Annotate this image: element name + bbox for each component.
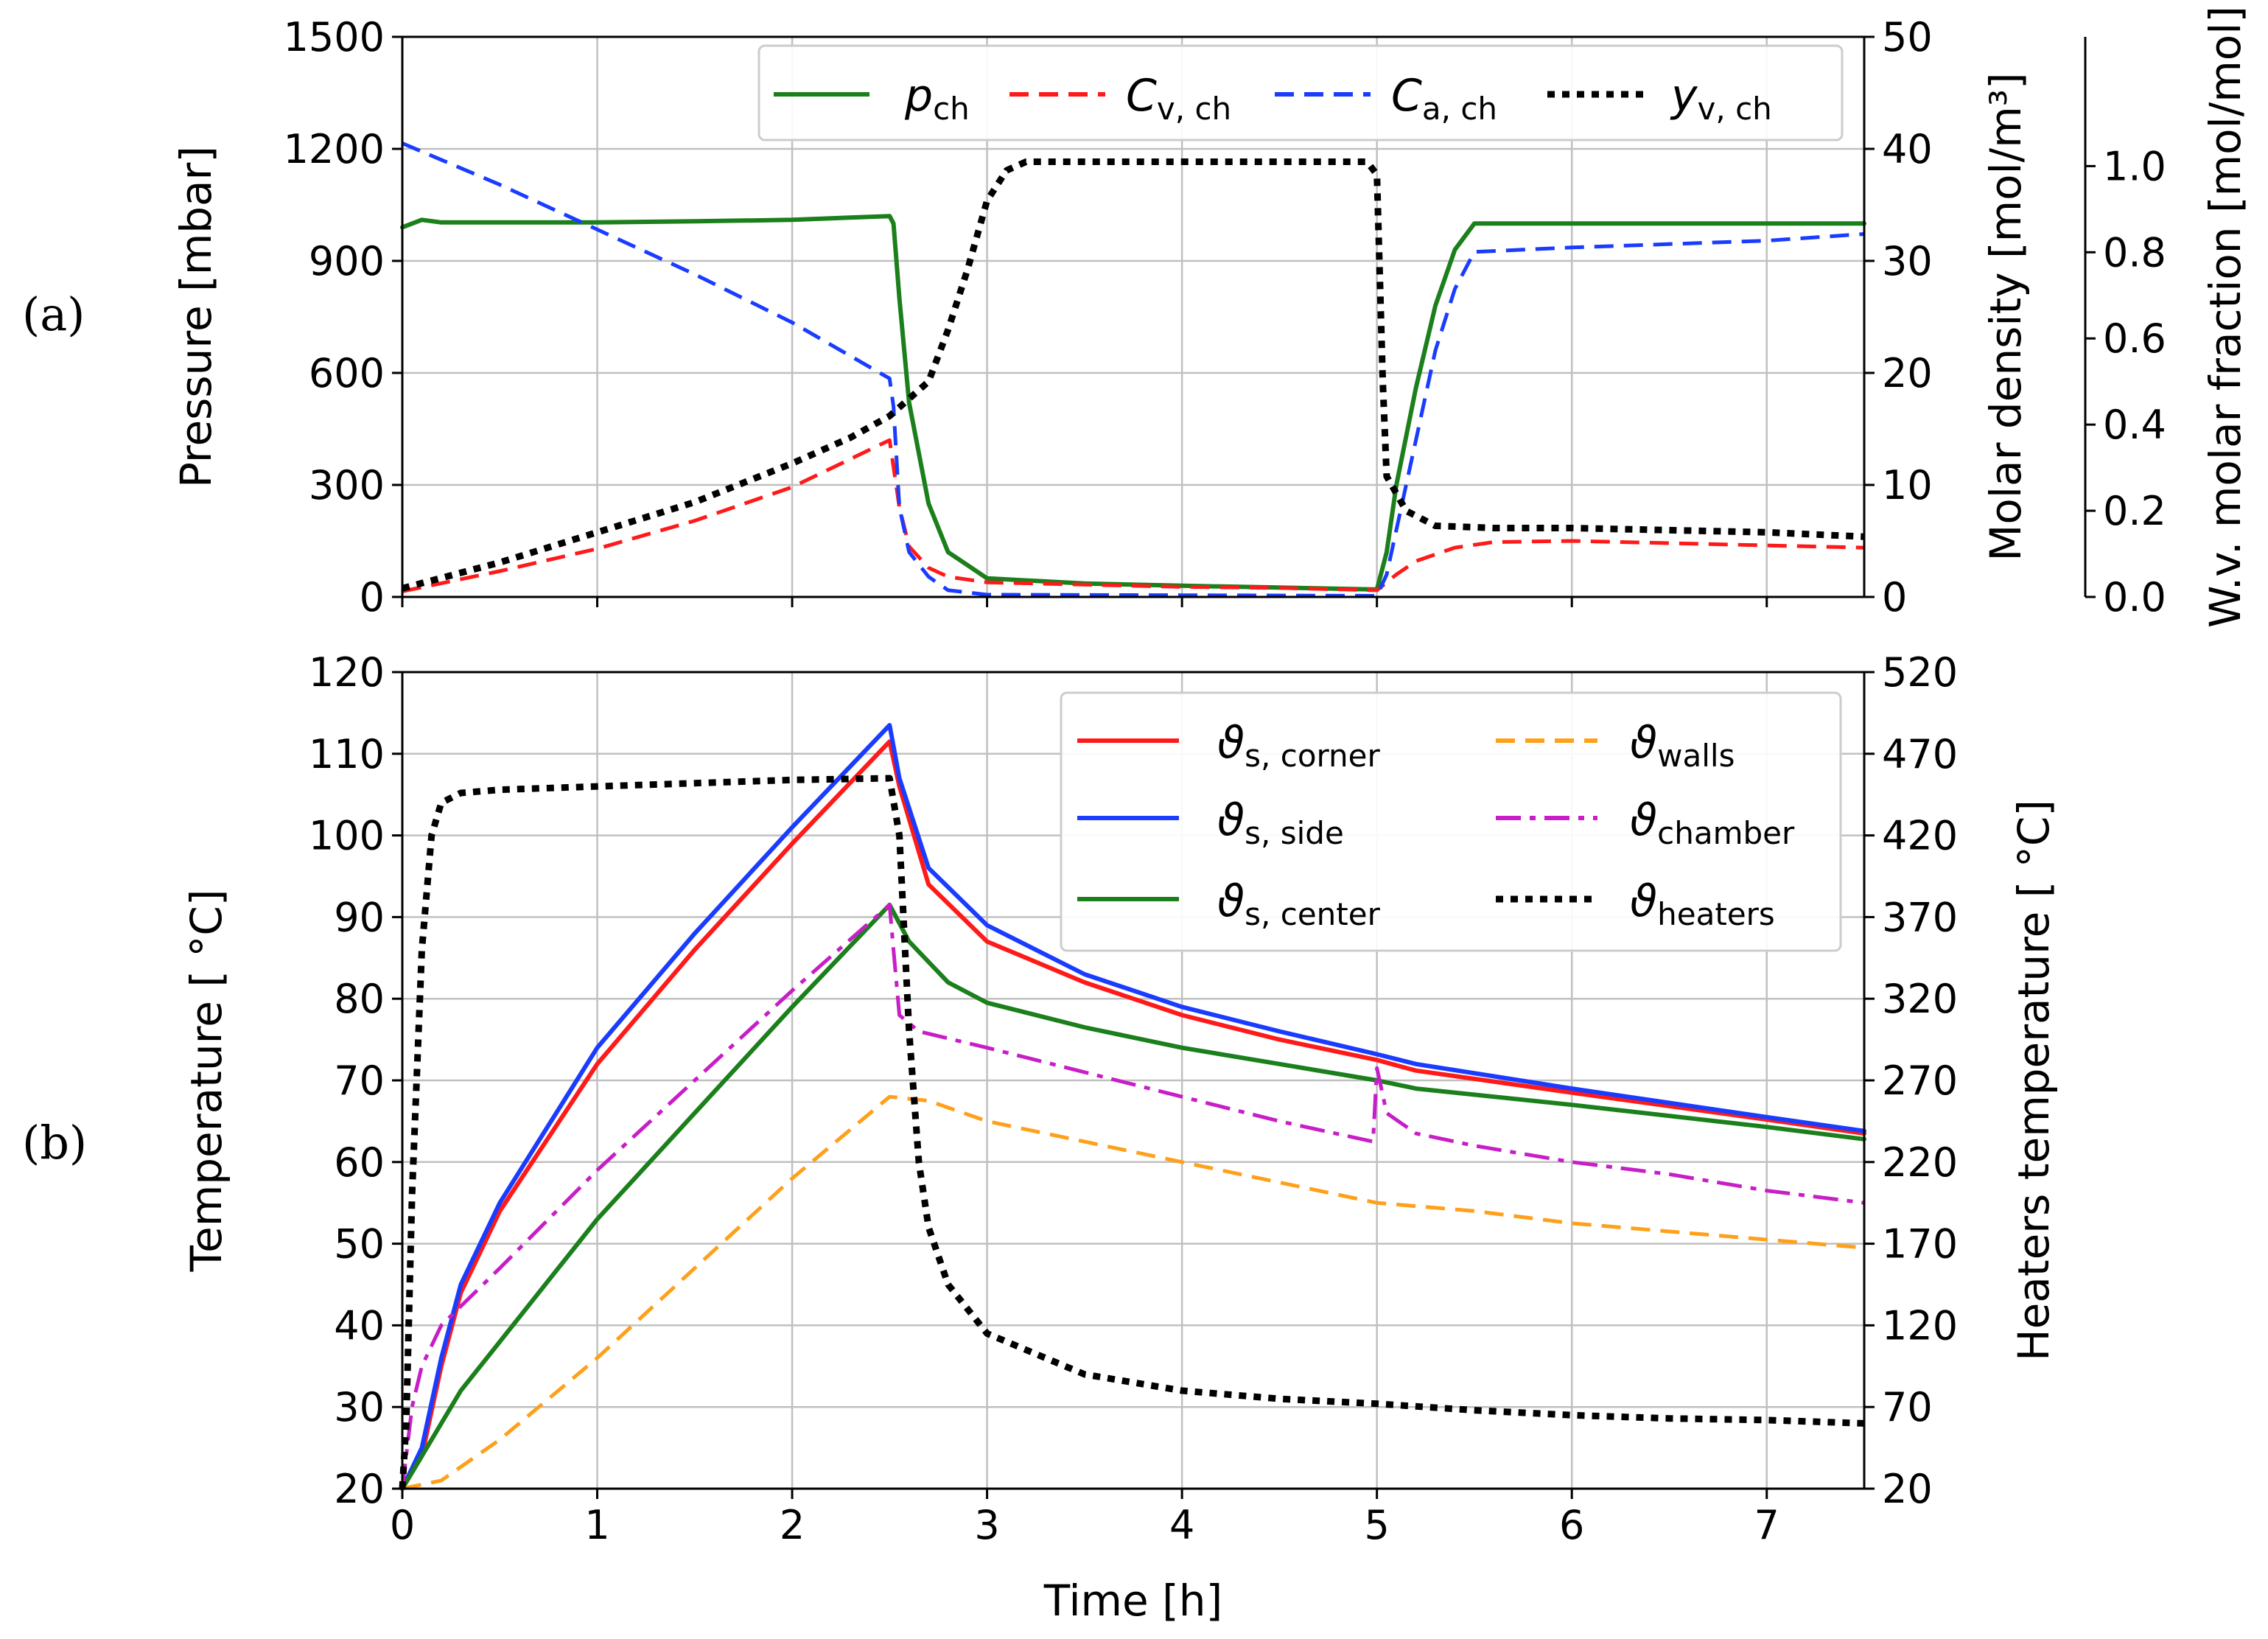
b-series-line-s-corner [400, 739, 1866, 1491]
a-second-right-axis-ticks: 0.0 0.2 0.4 0.6 0.8 1.0 [2085, 143, 2166, 621]
b-left-axis-label: Temperature [ °C] [181, 889, 231, 1272]
x-tick-label: 1 [584, 1502, 609, 1548]
x-tick-label: 4 [1169, 1502, 1194, 1548]
b-legend-label-chamber: ϑchamber [1630, 794, 1795, 851]
b-legend-label-corner: ϑs, corner [1217, 717, 1381, 774]
a-right2-tick-label: 0.6 [2103, 315, 2166, 362]
b-left-tick-label: 50 [334, 1221, 385, 1268]
a-series-line-ch [400, 214, 1866, 592]
a-right2-tick-label: 0.2 [2103, 488, 2166, 534]
b-left-tick-label: 90 [334, 894, 385, 940]
a-right2-tick-label: 0.4 [2103, 402, 2166, 448]
a-right1-tick-label: 50 [1882, 14, 1933, 60]
a-right1-tick-label: 10 [1882, 462, 1933, 509]
a-left-tick-label: 900 [309, 238, 385, 284]
b-right-tick-label: 470 [1882, 731, 1958, 777]
a-left-tick-label: 600 [309, 350, 385, 396]
b-legend: ϑs, corner ϑs, side ϑs, center ϑwalls ϑc… [1060, 691, 1842, 952]
b-right-axis-label: Heaters temperature [ °C] [2009, 800, 2059, 1361]
x-tick-label: 2 [780, 1502, 805, 1548]
a-legend: pch Cv, ch Ca, ch yv, ch [757, 44, 1844, 141]
a-right2-tick-label: 1.0 [2103, 143, 2166, 189]
b-right-tick-label: 370 [1882, 894, 1958, 940]
b-series-line-walls [402, 1094, 1865, 1491]
b-legend-label-center: ϑs, center [1217, 876, 1381, 932]
b-legend-label-walls: ϑwalls [1630, 717, 1735, 774]
a-left-axis-label: Pressure [mbar] [171, 146, 221, 488]
b-left-tick-label: 80 [334, 976, 385, 1022]
b-x-ticks: 0 1 2 3 4 5 6 7 [390, 1489, 1779, 1548]
x-axis-label: Time [h] [1043, 1576, 1222, 1626]
a-x-ticks [401, 597, 1768, 607]
a-left-tick-label: 300 [309, 462, 385, 509]
b-left-tick-label: 100 [309, 813, 385, 859]
b-right-axis-ticks: 20 70 120 170 220 270 320 370 420 470 520 [1864, 649, 1958, 1512]
b-left-tick-label: 60 [334, 1139, 385, 1186]
a-plot-frame [401, 35, 1866, 598]
a-right1-tick-label: 40 [1882, 126, 1933, 172]
b-left-tick-label: 120 [309, 649, 385, 696]
a-right1-tick-label: 30 [1882, 238, 1933, 284]
b-right-tick-label: 20 [1882, 1466, 1933, 1512]
a-left-tick-label: 0 [360, 574, 385, 621]
a-right-axis-label: Molar density [mol/m³] [1981, 72, 2031, 561]
a-right2-tick-label: 0.0 [2103, 574, 2166, 621]
x-tick-label: 6 [1559, 1502, 1584, 1548]
b-right-tick-label: 170 [1882, 1221, 1958, 1268]
b-left-tick-label: 40 [334, 1302, 385, 1349]
b-legend-label-heaters: ϑheaters [1630, 876, 1775, 932]
a-legend-label-yv: yv, ch [1670, 70, 1772, 127]
b-series-group [399, 723, 1866, 1491]
a-left-tick-label: 1200 [284, 126, 385, 172]
a-legend-label-cv: Cv, ch [1126, 70, 1231, 127]
x-tick-label: 5 [1364, 1502, 1389, 1548]
panel-label-b: (b) [22, 1116, 87, 1170]
a-series-group [400, 141, 1866, 598]
a-legend-label-p: pch [904, 70, 970, 127]
b-right-tick-label: 220 [1882, 1139, 1958, 1186]
b-right-tick-label: 270 [1882, 1058, 1958, 1104]
b-left-tick-label: 20 [334, 1466, 385, 1512]
b-right-tick-label: 120 [1882, 1302, 1958, 1349]
a-right1-tick-label: 0 [1882, 574, 1907, 621]
panel-b-chart: 0 1 2 3 4 5 6 7 20 30 40 50 60 70 80 90 100 110 120 20 70 1… [181, 649, 2059, 1626]
b-legend-label-side: ϑs, side [1217, 794, 1344, 851]
b-left-tick-label: 70 [334, 1058, 385, 1104]
x-tick-label: 0 [390, 1502, 415, 1548]
a-second-right-axis-label: W.v. molar fraction [mol/mol] [2200, 6, 2250, 628]
b-left-tick-label: 110 [309, 731, 385, 777]
b-left-tick-label: 30 [334, 1384, 385, 1430]
a-series-line-v-ch [402, 438, 1865, 593]
a-left-axis-ticks: 0 300 600 900 1200 1500 [284, 14, 402, 621]
a-series-line-a-ch [402, 141, 1865, 598]
b-right-tick-label: 70 [1882, 1384, 1933, 1430]
a-right1-tick-label: 20 [1882, 350, 1933, 396]
b-left-axis-ticks: 20 30 40 50 60 70 80 90 100 110 120 [309, 649, 402, 1512]
panel-a-chart: 0 300 600 900 1200 1500 0 10 20 30 40 50 0.0 0.2 0.4… [171, 6, 2250, 628]
a-legend-label-ca: Ca, ch [1391, 70, 1497, 127]
a-series-line-v-ch [401, 158, 1865, 592]
b-series-line-heaters [399, 775, 1865, 1489]
panel-label-a: (a) [22, 287, 85, 341]
a-right2-tick-label: 0.8 [2103, 229, 2166, 276]
x-tick-label: 3 [974, 1502, 999, 1548]
b-right-tick-label: 420 [1882, 813, 1958, 859]
b-right-tick-label: 520 [1882, 649, 1958, 696]
b-series-line-s-center [400, 902, 1866, 1491]
a-left-tick-label: 1500 [284, 14, 385, 60]
a-right-axis-ticks: 0 10 20 30 40 50 [1864, 14, 1933, 621]
b-series-line-chamber [400, 903, 1865, 1489]
b-series-line-s-side [400, 723, 1866, 1491]
b-right-tick-label: 320 [1882, 976, 1958, 1022]
x-tick-label: 7 [1754, 1502, 1779, 1548]
